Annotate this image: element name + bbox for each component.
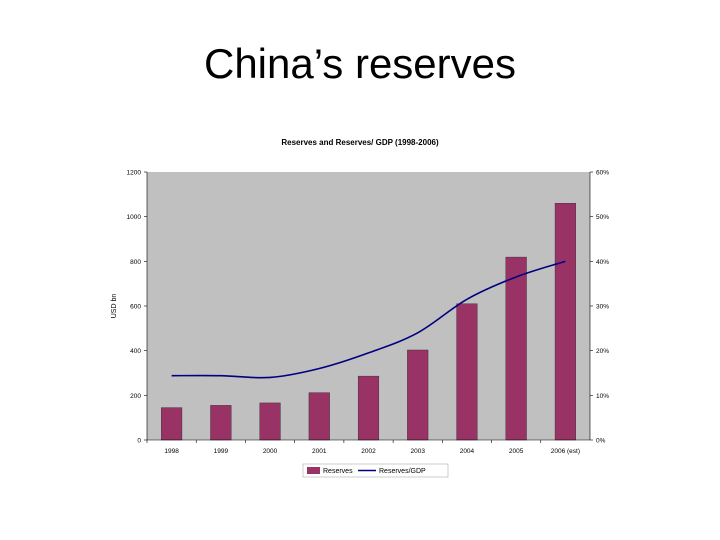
- y-tick-label-left: 0: [137, 438, 141, 445]
- bar-reserves-2001: [308, 392, 330, 441]
- bar-reserves-2002: [357, 375, 380, 441]
- chart-legend: Reserves Reserves/GDP: [302, 463, 449, 478]
- x-tick-label: 2004: [460, 448, 475, 455]
- y-tick-label-right: 10%: [596, 393, 609, 400]
- line-reserves-gdp: [171, 260, 566, 379]
- x-tick-label: 2000: [263, 448, 278, 455]
- legend-label-reserves: Reserves: [323, 468, 353, 475]
- y-tick-label-right: 50%: [596, 214, 609, 221]
- y-tick-label-right: 40%: [596, 259, 609, 266]
- y-tick-label-left: 200: [130, 393, 141, 400]
- y-tick-label-left: 600: [130, 304, 141, 311]
- y-tick-label-right: 60%: [596, 170, 609, 177]
- y-axis-label: USD bn: [111, 294, 118, 319]
- reserves-chart: Reserves and Reserves/ GDP (1998-2006) 0…: [111, 138, 609, 478]
- y-tick-label-left: 1000: [127, 214, 142, 221]
- y-tick-label-right: 30%: [596, 304, 609, 311]
- y-tick-label-left: 400: [130, 348, 141, 355]
- legend-label-reserves-gdp: Reserves/GDP: [379, 468, 426, 475]
- x-tick-label: 1998: [164, 448, 179, 455]
- chart-title: Reserves and Reserves/ GDP (1998-2006): [281, 138, 439, 147]
- bar-reserves-2003: [407, 349, 429, 441]
- bar-reserves-1998: [161, 407, 183, 441]
- y-tick-label-right: 20%: [596, 348, 609, 355]
- y-tick-label-right: 0%: [596, 438, 606, 445]
- legend-swatch-reserves: [307, 467, 320, 474]
- x-tick-label: 2006 (est): [551, 448, 580, 455]
- x-tick-label: 2001: [312, 448, 327, 455]
- bar-reserves-2005: [505, 256, 527, 441]
- y-tick-label-left: 1200: [127, 170, 142, 177]
- x-tick-label: 2003: [410, 448, 425, 455]
- slide-title: China’s reserves: [203, 40, 517, 87]
- y-tick-label-left: 800: [130, 259, 141, 266]
- x-tick-label: 1999: [214, 448, 229, 455]
- x-tick-label: 2002: [361, 448, 376, 455]
- bar-reserves-1999: [210, 405, 232, 441]
- bar-reserves-2000: [259, 402, 281, 441]
- bar-reserves-2004: [456, 303, 478, 441]
- bar-reserves-2006: [554, 203, 576, 441]
- x-tick-label: 2005: [509, 448, 524, 455]
